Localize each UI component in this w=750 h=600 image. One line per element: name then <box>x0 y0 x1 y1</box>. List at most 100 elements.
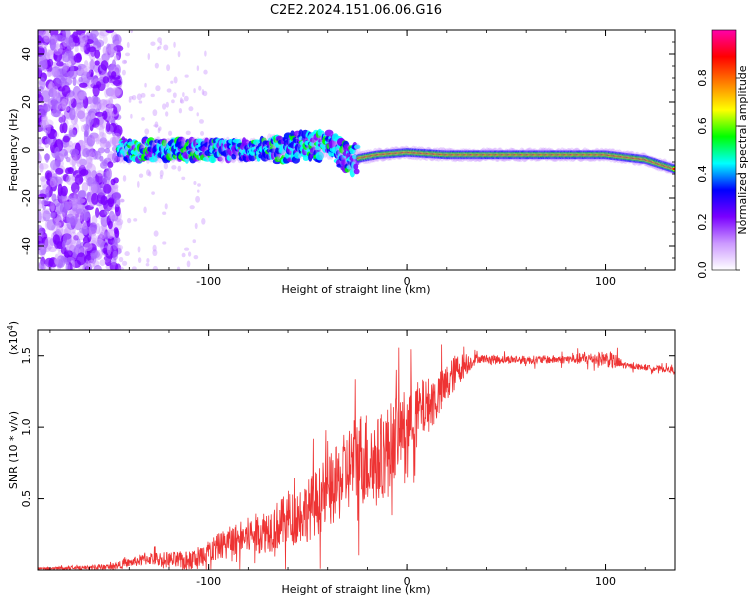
noise-blob <box>98 131 105 139</box>
noise-blob <box>89 132 99 139</box>
noise-blob <box>165 101 169 108</box>
noise-blob <box>112 191 122 201</box>
noise-blob <box>118 266 125 270</box>
x-tick-label: -100 <box>196 575 221 588</box>
noise-blob <box>58 113 65 124</box>
signal-blob <box>227 155 233 161</box>
noise-blob <box>95 207 100 218</box>
signal-blob <box>149 140 155 146</box>
noise-blob <box>86 191 92 203</box>
noise-blob <box>70 98 77 109</box>
noise-blob <box>55 92 62 105</box>
noise-blob <box>152 249 158 257</box>
noise-blob <box>113 54 120 61</box>
noise-blob <box>106 140 115 147</box>
noise-blob <box>108 96 114 110</box>
noise-blob <box>85 260 90 270</box>
top-x-axis-label: Height of straight line (km) <box>281 283 430 296</box>
noise-blob <box>86 157 93 168</box>
noise-blob <box>172 92 177 98</box>
signal-blob <box>353 144 361 150</box>
noise-blob <box>46 123 51 134</box>
noise-blob <box>138 173 144 178</box>
noise-blob <box>38 151 41 164</box>
noise-blob <box>185 130 191 136</box>
noise-blob <box>38 137 43 145</box>
noise-blob <box>122 175 127 182</box>
noise-blob <box>47 128 57 140</box>
noise-blob <box>192 239 197 244</box>
noise-blob <box>101 171 108 183</box>
noise-blob <box>168 130 173 136</box>
noise-blob <box>69 107 76 121</box>
noise-blob <box>140 92 146 98</box>
noise-blob <box>173 41 176 48</box>
noise-blob <box>80 71 91 85</box>
noise-blob <box>70 182 80 194</box>
y-multiplier-base: (x10 <box>7 330 20 355</box>
noise-blob <box>52 234 61 245</box>
noise-blob <box>39 119 49 129</box>
signal-blob <box>208 155 217 164</box>
noise-blob <box>49 159 60 171</box>
noise-blob <box>102 100 112 108</box>
noise-blob <box>51 66 61 78</box>
noise-blob <box>113 45 124 52</box>
noise-blob <box>179 97 183 104</box>
noise-blob <box>165 111 169 117</box>
noise-blob <box>90 250 100 259</box>
noise-blob <box>79 33 88 47</box>
noise-blob <box>164 203 168 210</box>
noise-blob <box>62 52 71 63</box>
noise-blob <box>38 261 45 270</box>
bottom-y-axis-label: SNR (10 * v/v) <box>7 411 20 489</box>
noise-blob <box>112 183 119 190</box>
noise-blob <box>102 76 110 84</box>
noise-blob <box>61 240 66 249</box>
noise-blob <box>98 225 104 238</box>
noise-blob <box>158 126 162 131</box>
y-tick-label: 1.5 <box>20 347 33 365</box>
noise-blob <box>200 131 205 136</box>
noise-blob <box>50 201 55 212</box>
x-tick-label: -100 <box>196 275 221 288</box>
noise-blob <box>143 206 147 214</box>
noise-blob <box>95 124 105 130</box>
noise-blob <box>59 211 66 221</box>
x-tick-label: 100 <box>595 575 616 588</box>
noise-blob <box>98 31 105 39</box>
noise-blob <box>65 262 71 270</box>
noise-blob <box>78 91 86 100</box>
noise-blob <box>150 41 156 46</box>
colorbar-tick-label: 0.2 <box>696 213 709 231</box>
noise-blob <box>106 170 112 178</box>
noise-blob <box>193 88 196 94</box>
noise-blob <box>95 136 101 145</box>
noise-blob <box>41 87 50 95</box>
noise-blob <box>60 246 67 255</box>
noise-blob <box>50 69 61 78</box>
noise-blob <box>83 212 90 222</box>
noise-blob <box>74 46 79 53</box>
noise-blob <box>65 156 71 163</box>
noise-blob <box>80 124 86 133</box>
noise-blob <box>154 121 159 128</box>
signal-blob <box>217 156 223 162</box>
noise-blob <box>179 99 185 104</box>
noise-blob <box>44 153 50 163</box>
noise-blob <box>95 81 102 89</box>
y-multiplier: (x104) <box>6 321 20 355</box>
noise-blob <box>131 94 137 101</box>
noise-blob <box>113 106 118 115</box>
noise-blob <box>66 140 73 148</box>
noise-blob <box>72 77 77 87</box>
noise-blob <box>159 170 164 177</box>
noise-blob <box>76 252 87 266</box>
noise-blob <box>61 85 71 98</box>
noise-blob <box>88 183 98 194</box>
y-multiplier-close: ) <box>7 321 20 325</box>
noise-blob <box>70 231 78 245</box>
noise-blob <box>46 71 52 78</box>
noise-blob <box>38 55 47 66</box>
noise-blob <box>114 218 124 226</box>
